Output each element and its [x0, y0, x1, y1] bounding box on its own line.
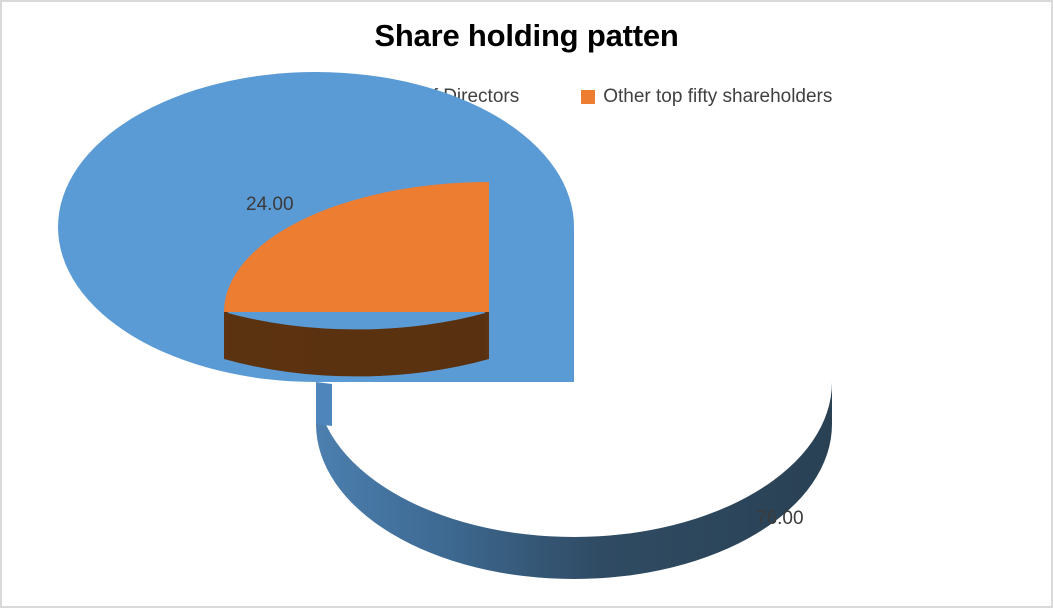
- legend-item-other-shareholders[interactable]: Other top fifty shareholders: [581, 86, 832, 108]
- pie-slice-directors-cut-wall: [316, 382, 332, 426]
- legend-label-other-shareholders: Other top fifty shareholders: [603, 86, 833, 107]
- chart-title: Share holding patten: [374, 18, 679, 53]
- pie-slice-other-shareholders-right-wall: [485, 312, 489, 359]
- data-label-directors: 76.00: [756, 508, 804, 529]
- pie-slice-other-shareholders[interactable]: [224, 182, 489, 377]
- pie-slice-other-shareholders-depth: [224, 312, 489, 377]
- data-label-other-shareholders: 24.00: [246, 194, 294, 215]
- pie-slice-other-shareholders-left-wall: [224, 312, 228, 359]
- pie-slice-directors-depth: [316, 382, 832, 579]
- legend-swatch-icon-orange: [581, 90, 596, 104]
- pie-slice-other-shareholders-top: [224, 182, 489, 312]
